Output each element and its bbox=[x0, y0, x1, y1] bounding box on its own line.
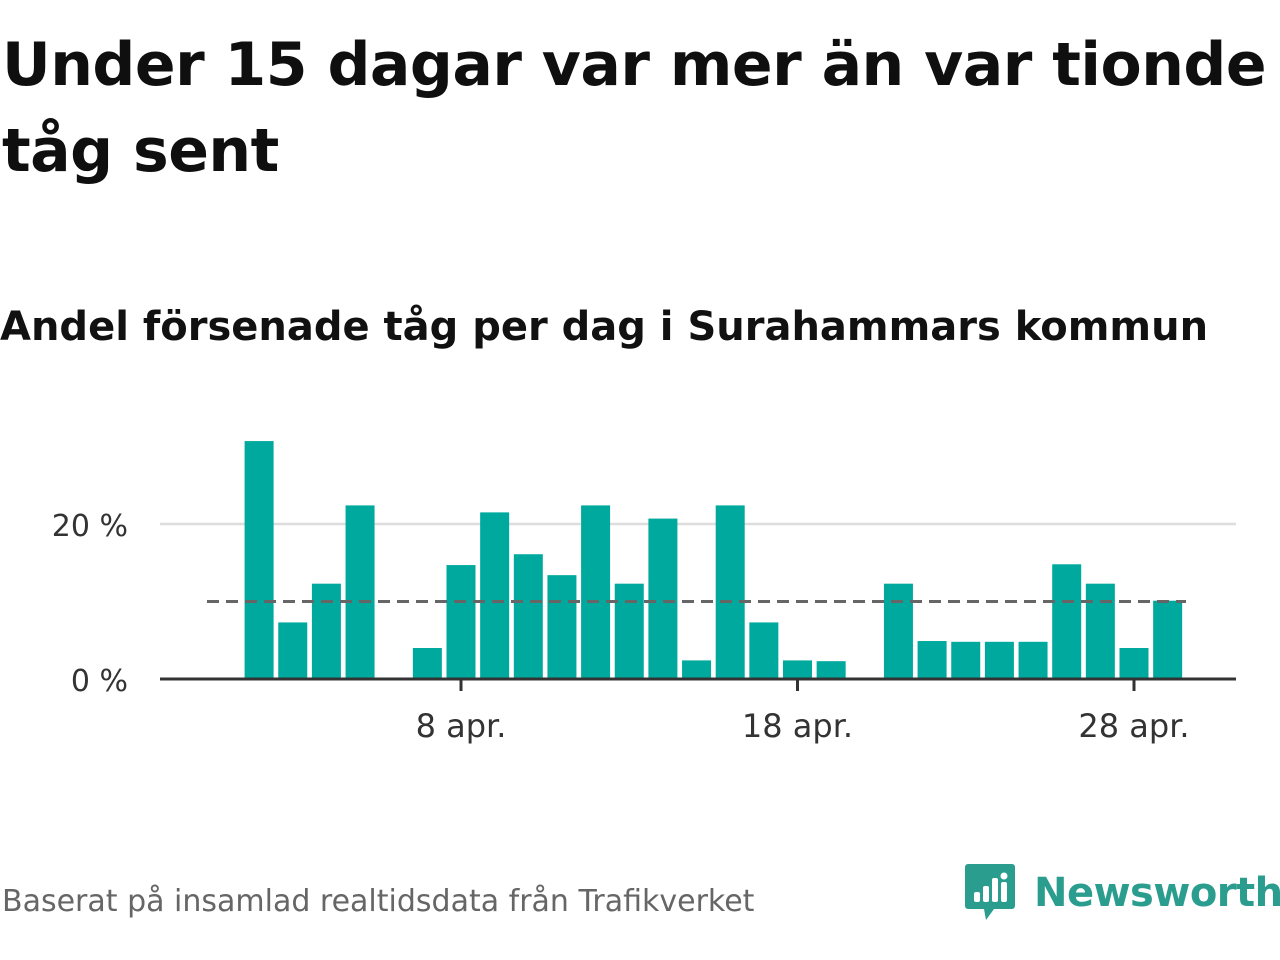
bar bbox=[883, 583, 913, 679]
bar bbox=[1018, 641, 1048, 679]
x-axis-ticks: 8 apr. 18 apr. 28 apr. bbox=[416, 679, 1190, 745]
bar bbox=[311, 583, 341, 679]
bar bbox=[1052, 564, 1082, 679]
bar bbox=[1085, 583, 1115, 679]
bar bbox=[749, 622, 779, 679]
bar bbox=[244, 441, 274, 679]
bar-chart: 0 % 20 % 8 apr. 18 apr. 28 apr. bbox=[52, 441, 1236, 745]
bar bbox=[1153, 600, 1183, 679]
bar bbox=[614, 583, 644, 679]
chart-subtitle: Andel försenade tåg per dag i Surahammar… bbox=[0, 304, 1209, 350]
y-axis-ticks: 0 % 20 % bbox=[52, 509, 128, 699]
bar bbox=[1119, 648, 1149, 679]
bar bbox=[581, 505, 611, 679]
y-tick-label: 0 % bbox=[71, 664, 128, 699]
bar bbox=[446, 565, 476, 679]
newsworthy-logo-icon bbox=[965, 864, 1015, 920]
y-tick-label: 20 % bbox=[52, 509, 128, 544]
bar bbox=[547, 575, 577, 679]
bars bbox=[244, 441, 1183, 679]
bar bbox=[984, 641, 1014, 679]
brand-logo[interactable]: Newsworthy bbox=[964, 862, 1280, 924]
bar bbox=[513, 554, 543, 679]
bar bbox=[682, 660, 712, 679]
bar bbox=[816, 661, 846, 679]
bar bbox=[648, 518, 678, 679]
x-tick-label: 28 apr. bbox=[1078, 707, 1189, 745]
bar bbox=[345, 505, 375, 679]
source-note: Baserat på insamlad realtidsdata från Tr… bbox=[2, 884, 755, 919]
x-tick-label: 8 apr. bbox=[416, 707, 507, 745]
bar bbox=[412, 648, 442, 679]
bar bbox=[917, 641, 947, 679]
x-tick-label: 18 apr. bbox=[742, 707, 853, 745]
bar bbox=[715, 505, 745, 679]
bar bbox=[951, 641, 981, 679]
bar bbox=[278, 622, 308, 679]
bar bbox=[783, 660, 812, 679]
bar bbox=[480, 512, 510, 679]
chart-title: Under 15 dagar var mer än var tionde tåg… bbox=[2, 30, 1267, 186]
brand-name: Newsworthy bbox=[1034, 870, 1280, 916]
